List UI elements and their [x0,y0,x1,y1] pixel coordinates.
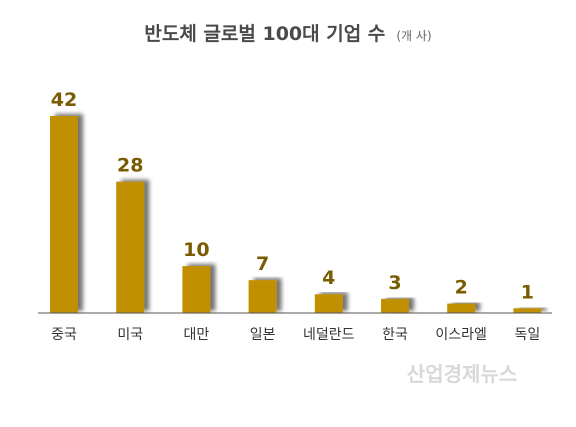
bar-1 [116,181,145,313]
value-label-6: 2 [455,277,468,299]
category-label-2: 대만 [184,327,210,343]
value-labels-group: 42 28 10 7 4 3 2 1 [51,89,534,303]
bar-5 [381,298,409,313]
category-label-5: 한국 [382,327,408,343]
watermark-text: 산업경제뉴스 [407,362,517,386]
category-labels-group: 중국 미국 대만 일본 네덜란드 한국 이스라엘 독일 [51,327,540,343]
bar-2 [182,266,211,313]
chart-title-unit: (개 사) [396,29,431,43]
bars-group [50,116,542,313]
value-label-2: 10 [183,239,209,261]
value-label-4: 4 [322,267,335,289]
bar-3 [248,280,277,313]
value-label-7: 1 [521,281,534,303]
category-label-1: 미국 [117,327,143,343]
value-label-3: 7 [256,253,269,275]
bar-6 [447,303,476,313]
category-label-7: 독일 [515,327,541,343]
chart-title-main: 반도체 글로벌 100대 기업 수 [144,23,385,45]
bar-0 [50,116,78,313]
category-label-6: 이스라엘 [435,327,487,343]
category-label-3: 일본 [250,327,276,343]
category-label-0: 중국 [51,327,77,343]
value-label-5: 3 [388,272,401,294]
bar-7 [513,308,542,313]
bar-4 [314,294,343,313]
category-label-4: 네덜란드 [303,327,355,343]
chart-title: 반도체 글로벌 100대 기업 수 (개 사) [144,23,431,45]
value-label-0: 42 [51,89,77,111]
value-label-1: 28 [117,155,143,177]
